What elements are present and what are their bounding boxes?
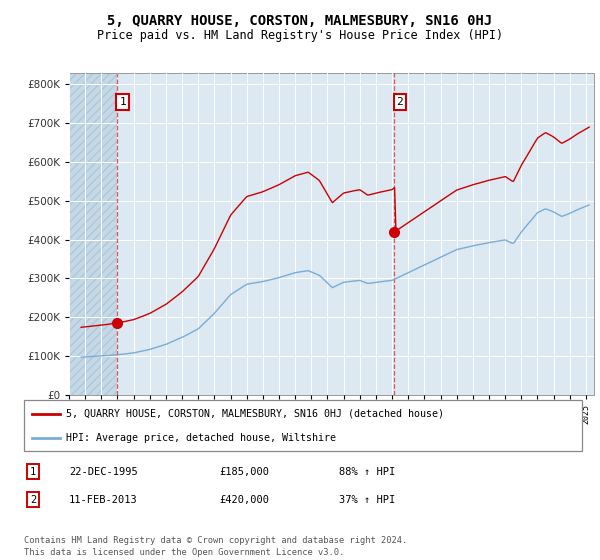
Text: 5, QUARRY HOUSE, CORSTON, MALMESBURY, SN16 0HJ: 5, QUARRY HOUSE, CORSTON, MALMESBURY, SN…	[107, 14, 493, 28]
Text: 22-DEC-1995: 22-DEC-1995	[69, 466, 138, 477]
Text: 2: 2	[30, 494, 36, 505]
Text: £420,000: £420,000	[219, 494, 269, 505]
FancyBboxPatch shape	[24, 400, 582, 451]
Text: 5, QUARRY HOUSE, CORSTON, MALMESBURY, SN16 0HJ (detached house): 5, QUARRY HOUSE, CORSTON, MALMESBURY, SN…	[66, 408, 444, 418]
Text: HPI: Average price, detached house, Wiltshire: HPI: Average price, detached house, Wilt…	[66, 433, 336, 443]
Text: Price paid vs. HM Land Registry's House Price Index (HPI): Price paid vs. HM Land Registry's House …	[97, 29, 503, 42]
Text: Contains HM Land Registry data © Crown copyright and database right 2024.
This d: Contains HM Land Registry data © Crown c…	[24, 536, 407, 557]
Text: 2: 2	[396, 97, 403, 107]
Text: 88% ↑ HPI: 88% ↑ HPI	[339, 466, 395, 477]
Text: 11-FEB-2013: 11-FEB-2013	[69, 494, 138, 505]
Text: £185,000: £185,000	[219, 466, 269, 477]
Text: 1: 1	[30, 466, 36, 477]
Bar	[69, 73, 117, 395]
Text: 37% ↑ HPI: 37% ↑ HPI	[339, 494, 395, 505]
Text: 1: 1	[119, 97, 126, 107]
